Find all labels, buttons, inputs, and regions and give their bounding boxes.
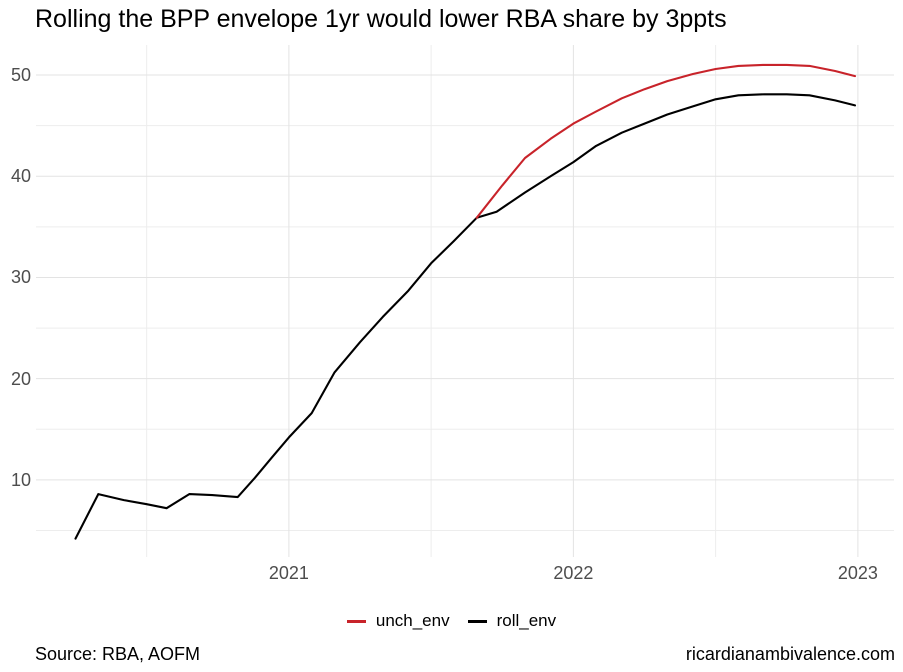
chart-title: Rolling the BPP envelope 1yr would lower…	[35, 5, 727, 33]
series-line-roll_env	[74, 93, 857, 540]
legend-item-roll-env: roll_env	[467, 611, 557, 631]
legend-label-unch-env: unch_env	[375, 611, 450, 630]
legend-line-swatch-roll-env	[467, 619, 487, 623]
source-note: Source: RBA, AOFM	[35, 644, 201, 664]
y-tick-label: 30	[10, 267, 31, 288]
y-tick-label: 50	[10, 65, 31, 86]
site-credit: ricardianambivalence.com	[685, 644, 895, 664]
x-tick-label: 2022	[553, 563, 594, 583]
chart-legend: unch_env roll_env	[0, 609, 903, 633]
legend-line-swatch-unch-env	[346, 619, 366, 623]
y-tick-label: 40	[10, 166, 31, 187]
series-line-unch_env	[475, 63, 857, 219]
legend-item-unch-env: unch_env	[346, 611, 450, 631]
x-tick-label: 2021	[268, 563, 309, 583]
legend-label-roll-env: roll_env	[496, 611, 557, 630]
x-tick-label: 2023	[837, 563, 878, 583]
y-tick-label: 20	[10, 368, 31, 389]
y-tick-label: 10	[10, 469, 31, 490]
